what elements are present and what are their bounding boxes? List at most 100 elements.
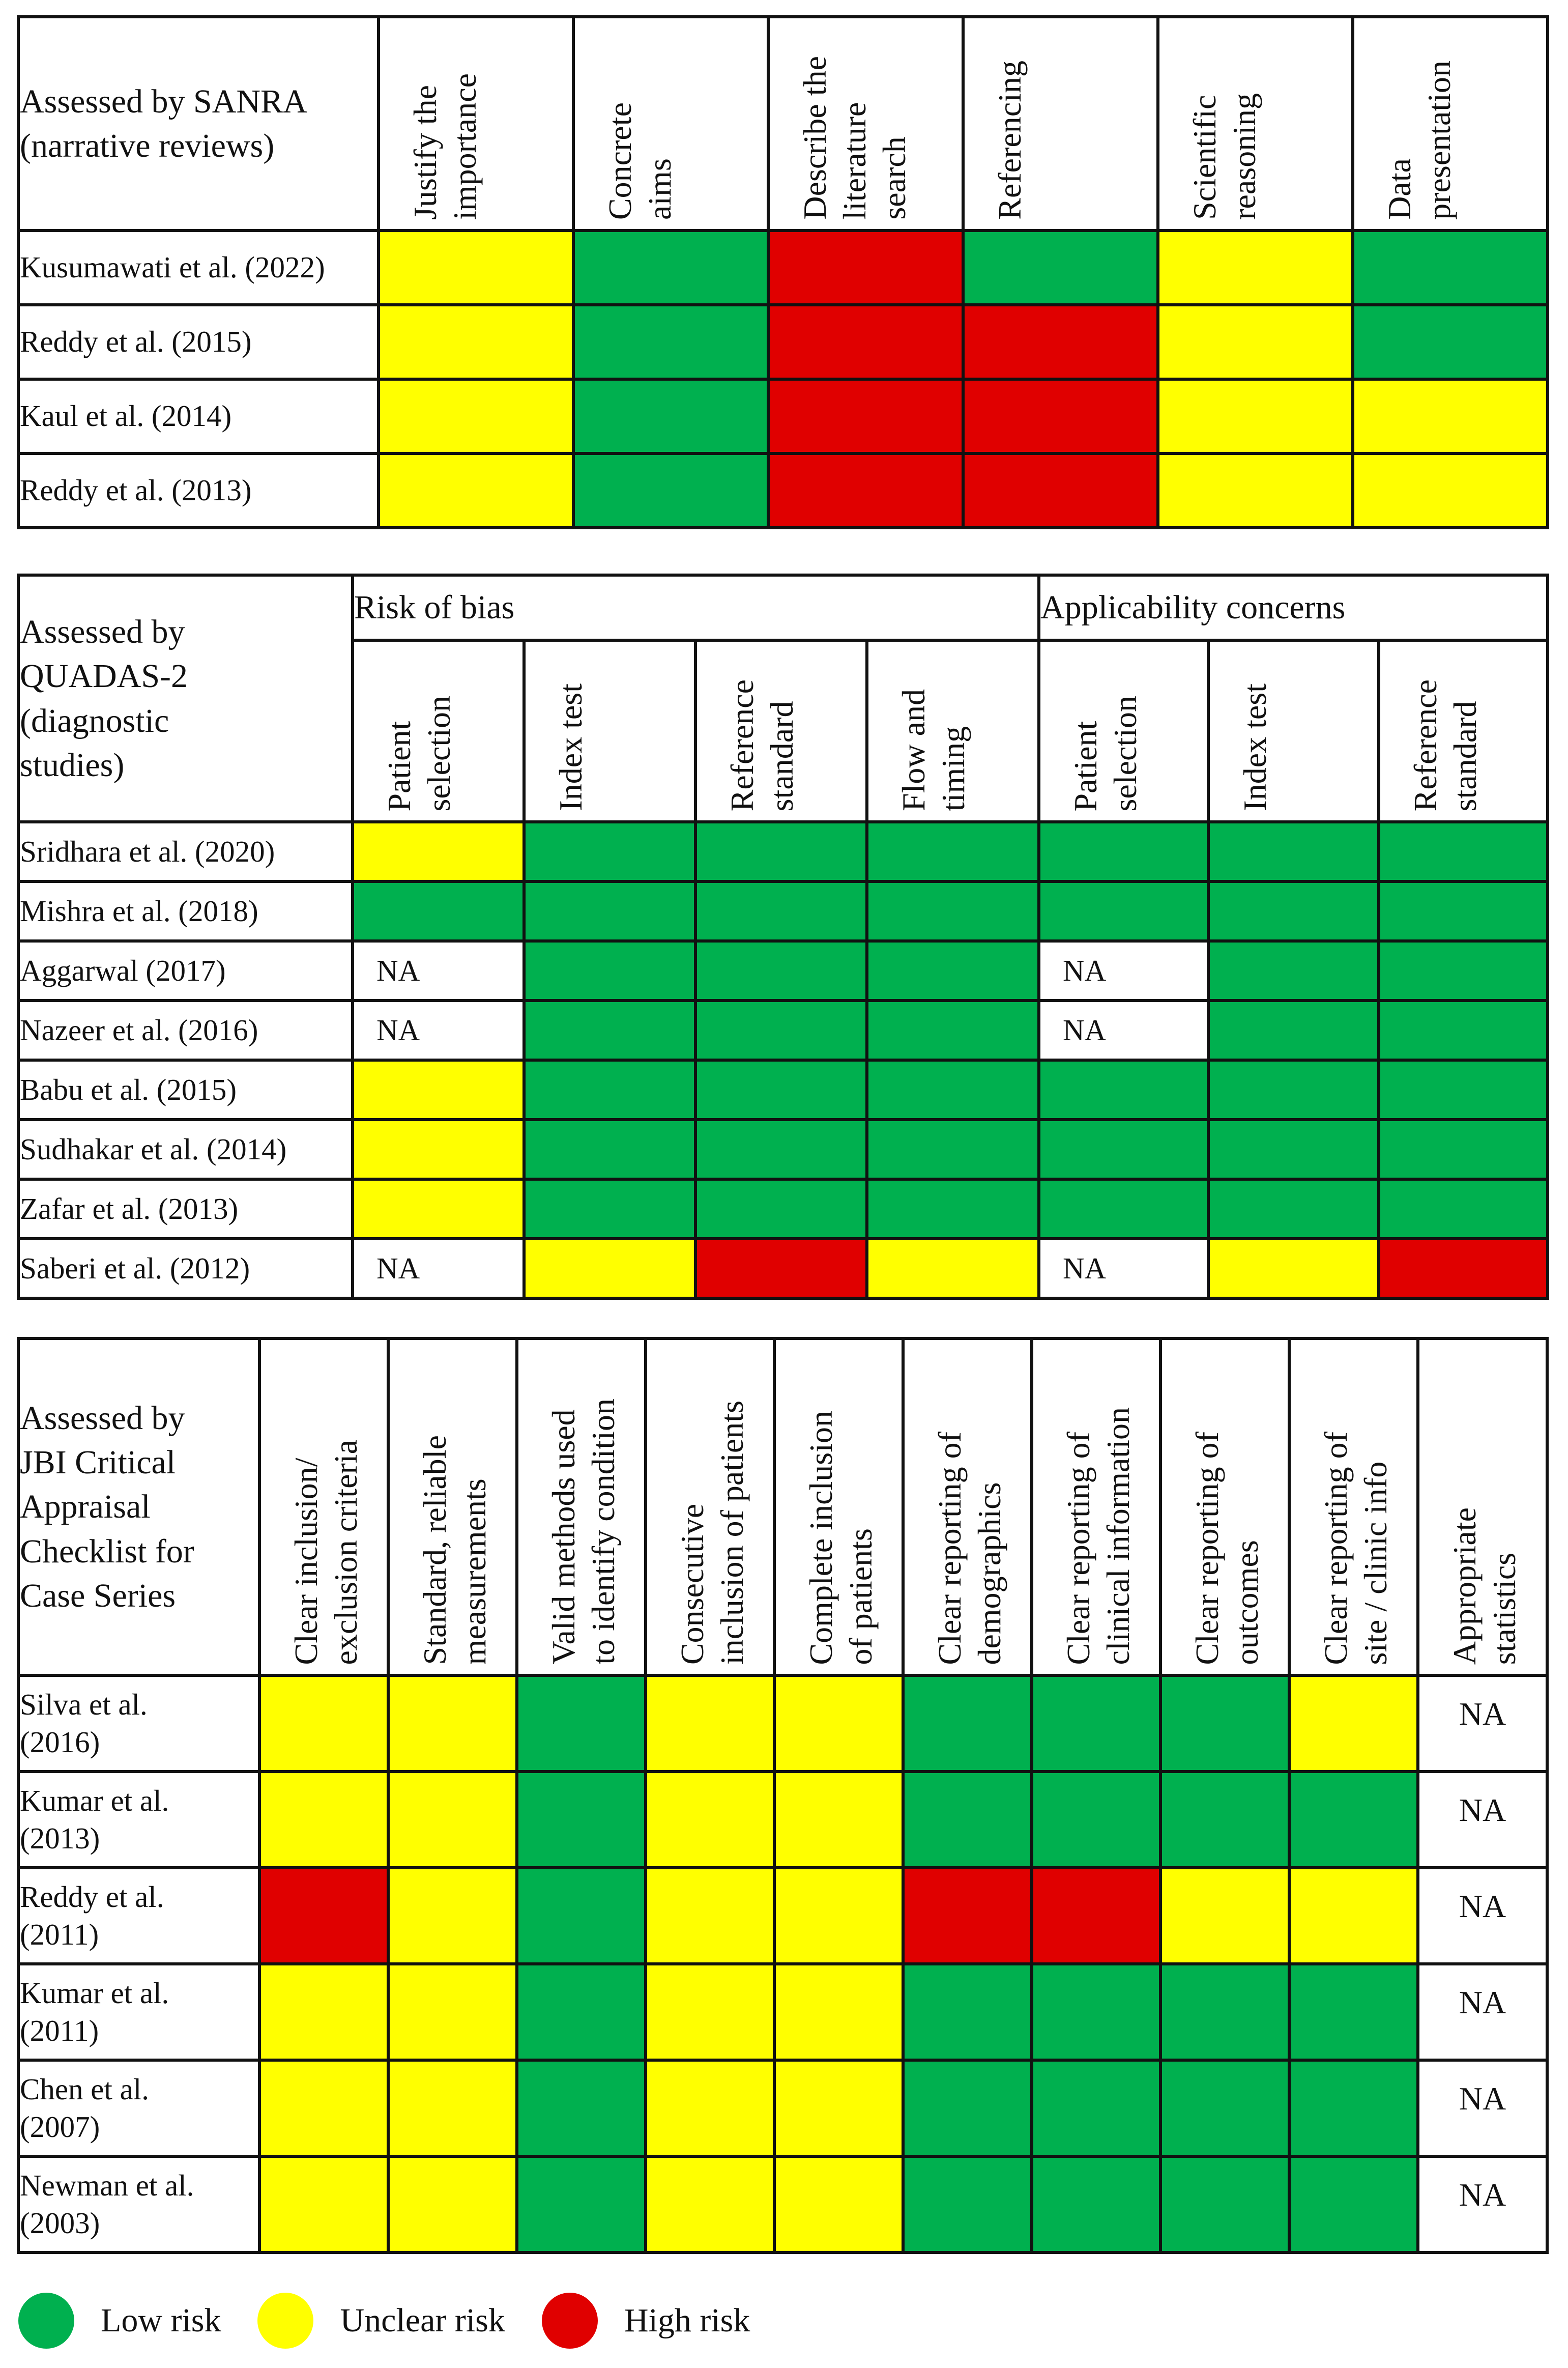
sanra-rating-high <box>767 229 965 306</box>
quadas-study-name: Sudhakar et al. (2014) <box>17 1118 354 1181</box>
jbi-rating-unclear <box>1288 1674 1419 1773</box>
quadas-col-header: Patient selection <box>351 639 526 823</box>
quadas-corner-label: Assessed by QUADAS-2 (diagnostic studies… <box>17 574 354 823</box>
quadas-group-row: Assessed by QUADAS-2 (diagnostic studies… <box>17 574 1550 823</box>
quadas-rating-low <box>1377 880 1550 943</box>
jbi-rating-unclear <box>773 2155 905 2254</box>
jbi-col-header-label: Clear reporting of outcomes <box>1189 1431 1265 1665</box>
jbi-col-header: Clear reporting of outcomes <box>1159 1337 1291 1677</box>
sanra-col-header: Referencing <box>962 15 1159 232</box>
sanra-rating-high <box>767 378 965 455</box>
sanra-study-name: Reddy et al. (2015) <box>17 303 380 381</box>
quadas-rating-low <box>1377 939 1550 1002</box>
quadas-col-header-label: Flow and timing <box>895 689 972 811</box>
quadas-rating-low <box>1207 999 1381 1062</box>
sanra-corner-label: Assessed by SANRA (narrative reviews) <box>17 15 380 232</box>
quadas-rating-low <box>865 939 1041 1002</box>
sanra-row: Kusumawati et al. (2022) <box>17 229 1549 306</box>
quadas-rating-low <box>522 1178 697 1240</box>
quadas-rating-low <box>1207 880 1381 943</box>
quadas-study-name: Mishra et al. (2018) <box>17 880 354 943</box>
jbi-rating-na: NA <box>1416 1866 1549 1965</box>
jbi-header-row: Assessed by JBI Critical Appraisal Check… <box>17 1337 1549 1677</box>
jbi-col-header-label: Valid methods used to identify condition <box>545 1399 622 1665</box>
sanra-col-header-label: Scientific reasoning <box>1186 93 1263 220</box>
jbi-rating-low <box>1030 1962 1162 2062</box>
legend-dot-icon <box>257 2293 314 2349</box>
legend: Low risk Unclear risk High risk <box>18 2290 787 2351</box>
sanra-row: Reddy et al. (2013) <box>17 452 1549 529</box>
sanra-col-header-label: Justify the importance <box>407 73 483 220</box>
jbi-rating-unclear <box>773 1962 905 2062</box>
quadas-col-header: Flow and timing <box>865 639 1041 823</box>
quadas-rating-low <box>694 1118 868 1181</box>
quadas-rating-low <box>1207 1118 1381 1181</box>
quadas-col-header-label: Reference standard <box>1407 679 1484 811</box>
quadas-rating-unclear <box>351 820 526 883</box>
jbi-rating-unclear <box>644 1866 776 1965</box>
sanra-rating-low <box>572 452 770 529</box>
legend-item: Unclear risk <box>257 2293 505 2349</box>
sanra-rating-low <box>572 303 770 381</box>
quadas-study-name: Nazeer et al. (2016) <box>17 999 354 1062</box>
quadas-rating-unclear <box>865 1237 1041 1300</box>
jbi-col-header-label: Clear inclusion/ exclusion criteria <box>288 1439 364 1665</box>
jbi-rating-low <box>515 1962 647 2062</box>
sanra-col-header: Justify the importance <box>377 15 575 232</box>
quadas-rating-low <box>694 1178 868 1240</box>
sanra-rating-low <box>1351 303 1549 381</box>
sanra-header-row: Assessed by SANRA (narrative reviews) Ju… <box>17 15 1549 232</box>
quadas-row: Saberi et al. (2012) NA NA <box>17 1237 1550 1300</box>
jbi-rating-low <box>1030 1770 1162 1869</box>
jbi-rating-low <box>902 1674 1033 1773</box>
quadas-header-row: Patient selection Index test Reference sta… <box>18 639 1550 823</box>
jbi-rating-low <box>902 1962 1033 2062</box>
jbi-rating-low <box>902 2059 1033 2158</box>
sanra-col-header: Data presentation <box>1351 15 1549 232</box>
jbi-col-header-label: Standard, reliable measurements <box>417 1435 493 1665</box>
jbi-rating-unclear <box>1288 1866 1419 1965</box>
jbi-title: Assessed by JBI Critical Appraisal Check… <box>20 1400 194 1614</box>
quadas-row: Mishra et al. (2018) <box>17 880 1550 943</box>
sanra-col-header-label: Concrete aims <box>602 102 678 220</box>
quadas-row: Sudhakar et al. (2014) <box>17 1118 1550 1181</box>
legend-item: Low risk <box>18 2293 221 2349</box>
quadas-rating-low <box>1207 1178 1381 1240</box>
jbi-col-header: Clear inclusion/ exclusion criteria <box>258 1337 390 1677</box>
quadas-study-name: Sridhara et al. (2020) <box>17 820 354 883</box>
quadas-rating-unclear <box>1207 1237 1381 1300</box>
jbi-rating-unclear <box>258 1962 390 2062</box>
sanra-rating-low <box>962 229 1159 306</box>
quadas-rating-low <box>865 1118 1041 1181</box>
sanra-rating-unclear <box>1351 452 1549 529</box>
jbi-col-header-label: Clear reporting of clinical information <box>1060 1407 1137 1665</box>
jbi-rating-unclear <box>258 2155 390 2254</box>
sanra-col-header: Scientific reasoning <box>1156 15 1354 232</box>
sanra-col-header: Describe the literature search <box>767 15 965 232</box>
jbi-row: Silva et al. (2016) NA <box>17 1674 1549 1773</box>
jbi-rating-low <box>1288 2059 1419 2158</box>
jbi-col-header: Standard, reliable measurements <box>387 1337 518 1677</box>
jbi-rating-low <box>1159 1770 1291 1869</box>
jbi-rating-high <box>1030 1866 1162 1965</box>
quadas-col-header: Reference standard <box>1377 639 1550 823</box>
jbi-col-header-label: Consecutive inclusion of patients <box>674 1400 750 1665</box>
sanra-rating-unclear <box>1156 452 1354 529</box>
jbi-rating-unclear <box>387 2059 518 2158</box>
jbi-rating-na: NA <box>1416 2059 1549 2158</box>
quadas-rating-na: NA <box>351 939 526 1002</box>
jbi-rating-unclear <box>644 2059 776 2158</box>
jbi-rating-low <box>1159 1674 1291 1773</box>
jbi-rating-low <box>1030 1674 1162 1773</box>
sanra-rating-unclear <box>377 303 575 381</box>
jbi-rating-low <box>1288 1962 1419 2062</box>
sanra-col-header: Concrete aims <box>572 15 770 232</box>
jbi-rating-unclear <box>644 1674 776 1773</box>
quadas-row: Sridhara et al. (2020) <box>17 820 1550 883</box>
quadas-col-header: Patient selection <box>1037 639 1210 823</box>
jbi-rating-unclear <box>773 1674 905 1773</box>
sanra-rating-unclear <box>377 452 575 529</box>
jbi-rating-unclear <box>773 2059 905 2158</box>
quadas-rating-low <box>694 880 868 943</box>
jbi-rating-unclear <box>387 1770 518 1869</box>
